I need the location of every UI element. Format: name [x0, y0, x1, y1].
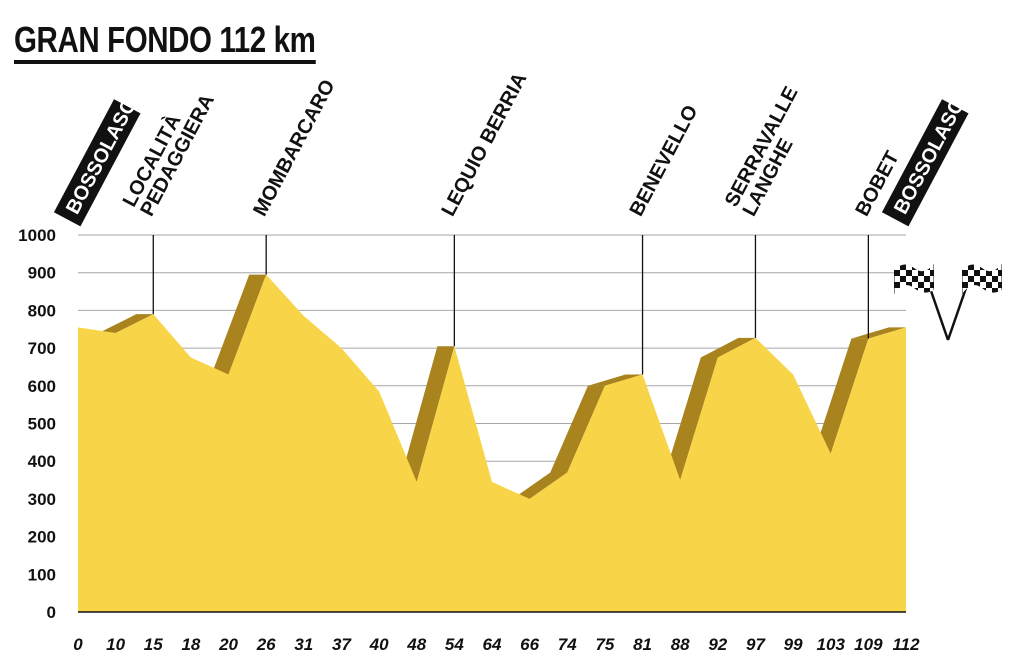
- x-tick-label: 99: [784, 635, 803, 654]
- y-tick-label: 1000: [18, 226, 56, 245]
- x-tick-label: 74: [558, 635, 577, 654]
- y-tick-label: 500: [28, 415, 56, 434]
- x-tick-label: 66: [520, 635, 539, 654]
- x-tick-label: 40: [369, 635, 389, 654]
- flag-pole: [946, 287, 968, 341]
- location-name: MOMBARCARO: [249, 76, 339, 220]
- location-label: MOMBARCARO: [249, 76, 339, 220]
- y-tick-label: 0: [47, 603, 56, 622]
- x-tick-label: 92: [708, 635, 727, 654]
- x-tick-label: 26: [256, 635, 276, 654]
- flag-cloth: [962, 264, 1002, 294]
- x-tick-label: 37: [332, 635, 352, 654]
- climb-shadow: [550, 385, 605, 473]
- y-tick-label: 600: [28, 377, 56, 396]
- x-tick-label: 10: [106, 635, 125, 654]
- x-tick-label: 75: [595, 635, 614, 654]
- y-tick-label: 700: [28, 339, 56, 358]
- location-box: [53, 99, 141, 227]
- location-box: [881, 99, 969, 227]
- y-tick-labels: 0 100 200 300 400 500 600 700 800 900 1000: [18, 226, 56, 622]
- x-tick-label: 15: [144, 635, 163, 654]
- x-tick-label: 103: [817, 635, 846, 654]
- location-name: BOSSOLASCO: [890, 82, 976, 218]
- x-tick-label: 0: [73, 635, 83, 654]
- x-tick-label: 54: [445, 635, 464, 654]
- climb-shadow: [700, 337, 756, 358]
- climb-shadow: [813, 338, 869, 454]
- location-label: LEQUIO BERRIA: [437, 69, 531, 220]
- y-tick-label: 200: [28, 528, 56, 547]
- x-tick-label: 112: [892, 635, 920, 654]
- flag-cloth: [894, 264, 934, 294]
- climb-shadow: [98, 314, 154, 334]
- location-label: BENEVELLO: [626, 102, 703, 220]
- climb-shadow: [663, 357, 718, 481]
- location-name: BENEVELLO: [626, 102, 703, 220]
- x-tick-label: 64: [483, 635, 502, 654]
- x-tick-label: 97: [746, 635, 766, 654]
- x-tick-label: 81: [633, 635, 652, 654]
- y-tick-label: 800: [28, 301, 56, 320]
- x-tick-label: 88: [671, 635, 690, 654]
- climb-shadow: [851, 327, 906, 339]
- checkered-flag: [946, 264, 1002, 341]
- page-title: GRAN FONDO 112 km: [14, 20, 316, 64]
- location-label: BOSSOLASCO: [881, 82, 976, 227]
- y-tick-label: 300: [28, 490, 56, 509]
- x-tick-label: 20: [218, 635, 238, 654]
- location-name: LEQUIO BERRIA: [437, 69, 531, 220]
- climb-shadow: [399, 346, 455, 482]
- climb-shadows: [98, 274, 906, 499]
- x-tick-label: 18: [181, 635, 200, 654]
- climb-shadow: [512, 472, 568, 499]
- x-tick-label: 31: [294, 635, 313, 654]
- checkered-flags-icon: [894, 264, 1002, 341]
- y-tick-label: 100: [28, 565, 56, 584]
- y-tick-label: 900: [28, 264, 56, 283]
- elevation-area: [78, 274, 906, 612]
- x-tick-labels: 0 10 15 18 20 26 31 37 40 48 54 64 66 74 75 81 88 92 97 99 1…: [73, 635, 920, 654]
- climb-shadow: [587, 374, 643, 386]
- flag-pole: [928, 287, 950, 341]
- x-tick-label: 109: [854, 635, 883, 654]
- y-tick-label: 400: [28, 452, 56, 471]
- x-tick-label: 48: [406, 635, 426, 654]
- climb-shadow: [211, 274, 267, 375]
